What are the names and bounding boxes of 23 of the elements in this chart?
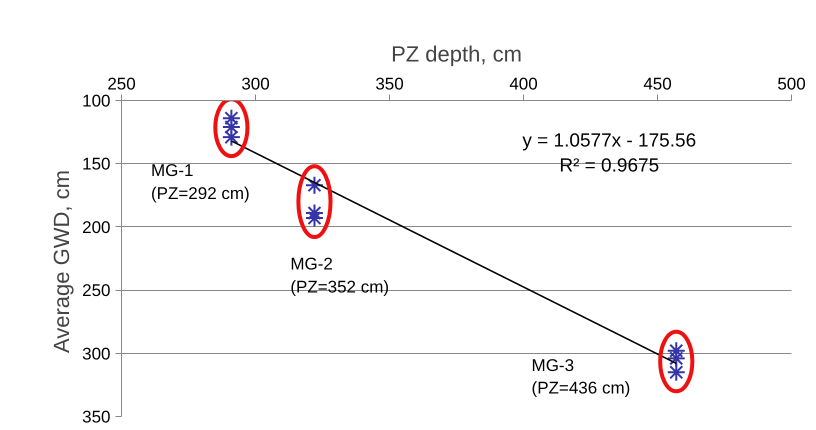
x-tick-label: 350 (375, 74, 404, 94)
y-axis-title: Average GWD, cm (49, 170, 74, 354)
x-tick-label: 450 (643, 74, 672, 94)
y-tick-label: 150 (82, 154, 111, 174)
y-tick-label: 350 (82, 408, 111, 426)
annotation: MG-1 (PZ=292 cm) (150, 161, 250, 203)
annotation: y = 1.0577x - 175.56 (522, 130, 696, 152)
y-tick-label: 250 (82, 281, 111, 300)
point (666, 362, 686, 382)
x-tick-label: 400 (509, 74, 538, 94)
point (304, 176, 324, 195)
annotation: MG-2 (PZ=352 cm) (290, 254, 390, 297)
x-tick-label: 300 (241, 74, 270, 94)
x-tick-label: 500 (777, 74, 806, 94)
point (304, 208, 324, 228)
x-axis-title: PZ depth, cm (391, 42, 522, 66)
y-tick-label: 100 (82, 92, 111, 110)
annotation: MG-3 (PZ=436 cm) (532, 356, 630, 398)
point (304, 203, 324, 222)
x-tick-label: 250 (107, 74, 136, 94)
annotation: R² = 0.9675 (559, 156, 660, 177)
y-tick-label: 200 (82, 218, 111, 237)
y-tick-label: 300 (82, 344, 111, 364)
